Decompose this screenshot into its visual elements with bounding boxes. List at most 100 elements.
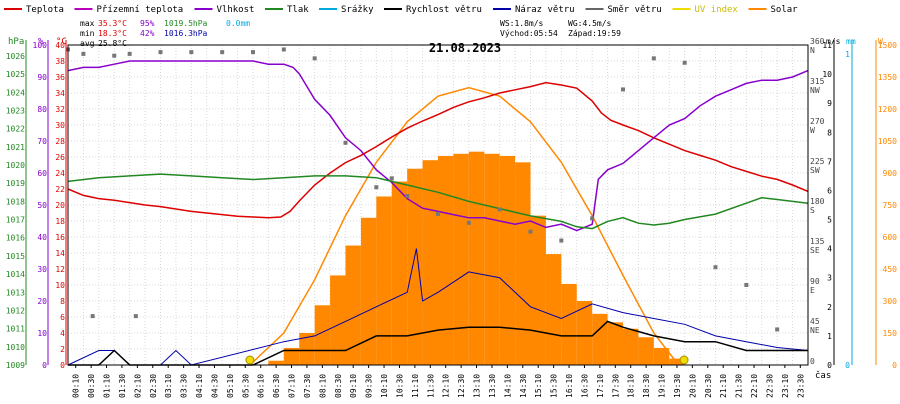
direction-compass-label: S <box>810 206 815 215</box>
left-axis-tick-label: 18 <box>55 217 65 226</box>
wind-direction-point <box>127 51 132 56</box>
x-tick-label: 18:10 <box>627 374 636 398</box>
legend-label: Teplota <box>26 5 64 15</box>
left-axis-tick-label: 0 <box>42 361 47 370</box>
left-axis-tick-label: 50 <box>37 201 47 210</box>
left-axis-tick-label: 1020 <box>6 161 25 170</box>
chart-date-title: 21.08.2023 <box>429 41 501 55</box>
left-axis-tick-label: 30 <box>55 121 65 130</box>
solar-tick-label: 750 <box>883 201 898 210</box>
wind-direction-point <box>713 265 718 270</box>
solar-bar <box>391 181 408 365</box>
solar-theoretical-line <box>249 86 680 366</box>
x-tick-label: 14:10 <box>503 374 512 398</box>
solar-bar <box>407 168 423 365</box>
x-tick-label: 11:30 <box>426 374 435 398</box>
wind-direction-point <box>466 220 471 225</box>
x-tick-label: 03:10 <box>164 374 173 398</box>
stat-max_press: 1019.5hPa <box>164 19 208 28</box>
wind-direction-point <box>621 87 625 92</box>
direction-tick-label: 360 <box>810 37 825 46</box>
x-tick-label: 04:10 <box>195 374 204 398</box>
x-tick-label: 19:10 <box>658 374 667 398</box>
solar-bar <box>515 162 531 365</box>
wind-direction-point <box>189 50 194 55</box>
stat-avg_temp: 25.8°C <box>98 39 127 48</box>
left-axis-tick-label: 36 <box>55 73 65 82</box>
x-tick-label: 05:30 <box>241 374 250 398</box>
solar-bar <box>453 153 469 365</box>
x-tick-label: 00:30 <box>87 374 96 398</box>
wind-tick-label: 11 <box>822 41 832 50</box>
solar-tick-label: 600 <box>883 233 898 242</box>
legend-label: Solar <box>771 5 799 15</box>
left-axis-tick-label: 1025 <box>6 70 25 79</box>
x-tick-label: 06:10 <box>257 374 266 398</box>
wind-direction-point <box>559 238 564 243</box>
x-tick-label: 14:30 <box>519 374 528 398</box>
stat-max_temp: 35.3°C <box>98 19 127 28</box>
direction-tick-label: 270 <box>810 117 825 126</box>
solar-bar <box>592 313 608 365</box>
solar-tick-label: 1050 <box>878 137 897 146</box>
left-axis-tick-label: 1018 <box>6 197 25 206</box>
left-axis-tick-label: 60 <box>37 169 47 178</box>
x-tick-label: 21:10 <box>719 374 728 398</box>
wind-tick-label: 4 <box>827 245 832 254</box>
left-axis-tick-label: 1015 <box>6 252 25 261</box>
direction-tick-label: 45 <box>810 317 820 326</box>
solar-bar <box>468 151 485 365</box>
x-tick-label: 07:10 <box>288 374 297 398</box>
left-axis-tick-label: 1009 <box>6 361 25 370</box>
left-axis-tick-label: 34 <box>55 89 65 98</box>
left-axis-unit: °C <box>56 37 67 47</box>
legend-label: Směr větru <box>608 5 662 15</box>
wind-direction-point <box>281 47 286 52</box>
wind-direction-point <box>343 140 348 145</box>
wind-direction-point <box>112 53 117 58</box>
direction-tick-label: 315 <box>810 77 825 86</box>
solar-tick-label: 300 <box>883 297 898 306</box>
left-axis-tick-label: 90 <box>37 73 47 82</box>
left-axis-tick-label: 32 <box>55 105 65 114</box>
direction-tick-label: 225 <box>810 157 825 166</box>
solar-bar <box>422 160 438 365</box>
solar-bar <box>530 215 546 365</box>
legend: Teplota Přízemní teplota Vlhkost Tlak Srážky… <box>4 5 798 15</box>
wind-direction-point <box>528 229 533 234</box>
x-tick-label: 10:30 <box>395 374 404 398</box>
x-tick-label: 22:10 <box>750 374 759 398</box>
solar-bar <box>499 155 516 365</box>
left-axis-tick-label: 1016 <box>6 234 25 243</box>
wind-tick-label: 5 <box>827 216 832 225</box>
left-axis-tick-label: 6 <box>60 313 65 322</box>
solar-tick-label: 1500 <box>878 41 897 50</box>
solar-bar <box>576 301 593 365</box>
direction-compass-label: E <box>810 286 815 295</box>
solar-area <box>268 151 685 365</box>
x-tick-label: 23:10 <box>781 374 790 398</box>
wind-direction-point <box>497 207 502 212</box>
x-tick-label: 03:30 <box>180 374 189 398</box>
wind-tick-label: 9 <box>827 99 832 108</box>
solar-tick-label: 450 <box>883 265 898 274</box>
x-tick-label: 07:30 <box>303 374 312 398</box>
left-axis-tick-label: 100 <box>33 41 48 50</box>
plot-frame <box>67 44 809 366</box>
left-axis-tick-label: 1021 <box>6 143 25 152</box>
wind-direction-point <box>682 60 687 65</box>
wind-direction-point <box>312 56 317 61</box>
stat-avg_label: avg <box>80 39 95 48</box>
wind-tick-label: 7 <box>827 157 832 166</box>
x-tick-label: 02:30 <box>149 374 158 398</box>
solar-bar <box>283 347 300 365</box>
left-axis-tick-label: 38 <box>55 57 65 66</box>
x-tick-label: 15:30 <box>550 374 559 398</box>
stat-max_label: max <box>80 19 95 28</box>
left-axis-tick-label: 0 <box>60 361 65 370</box>
direction-compass-label: NW <box>810 86 820 95</box>
left-axis-tick-label: 26 <box>55 153 65 162</box>
left-axis-tick-label: 20 <box>55 201 65 210</box>
left-axis-tick-label: 10 <box>55 281 65 290</box>
sunrise-marker <box>245 355 255 365</box>
